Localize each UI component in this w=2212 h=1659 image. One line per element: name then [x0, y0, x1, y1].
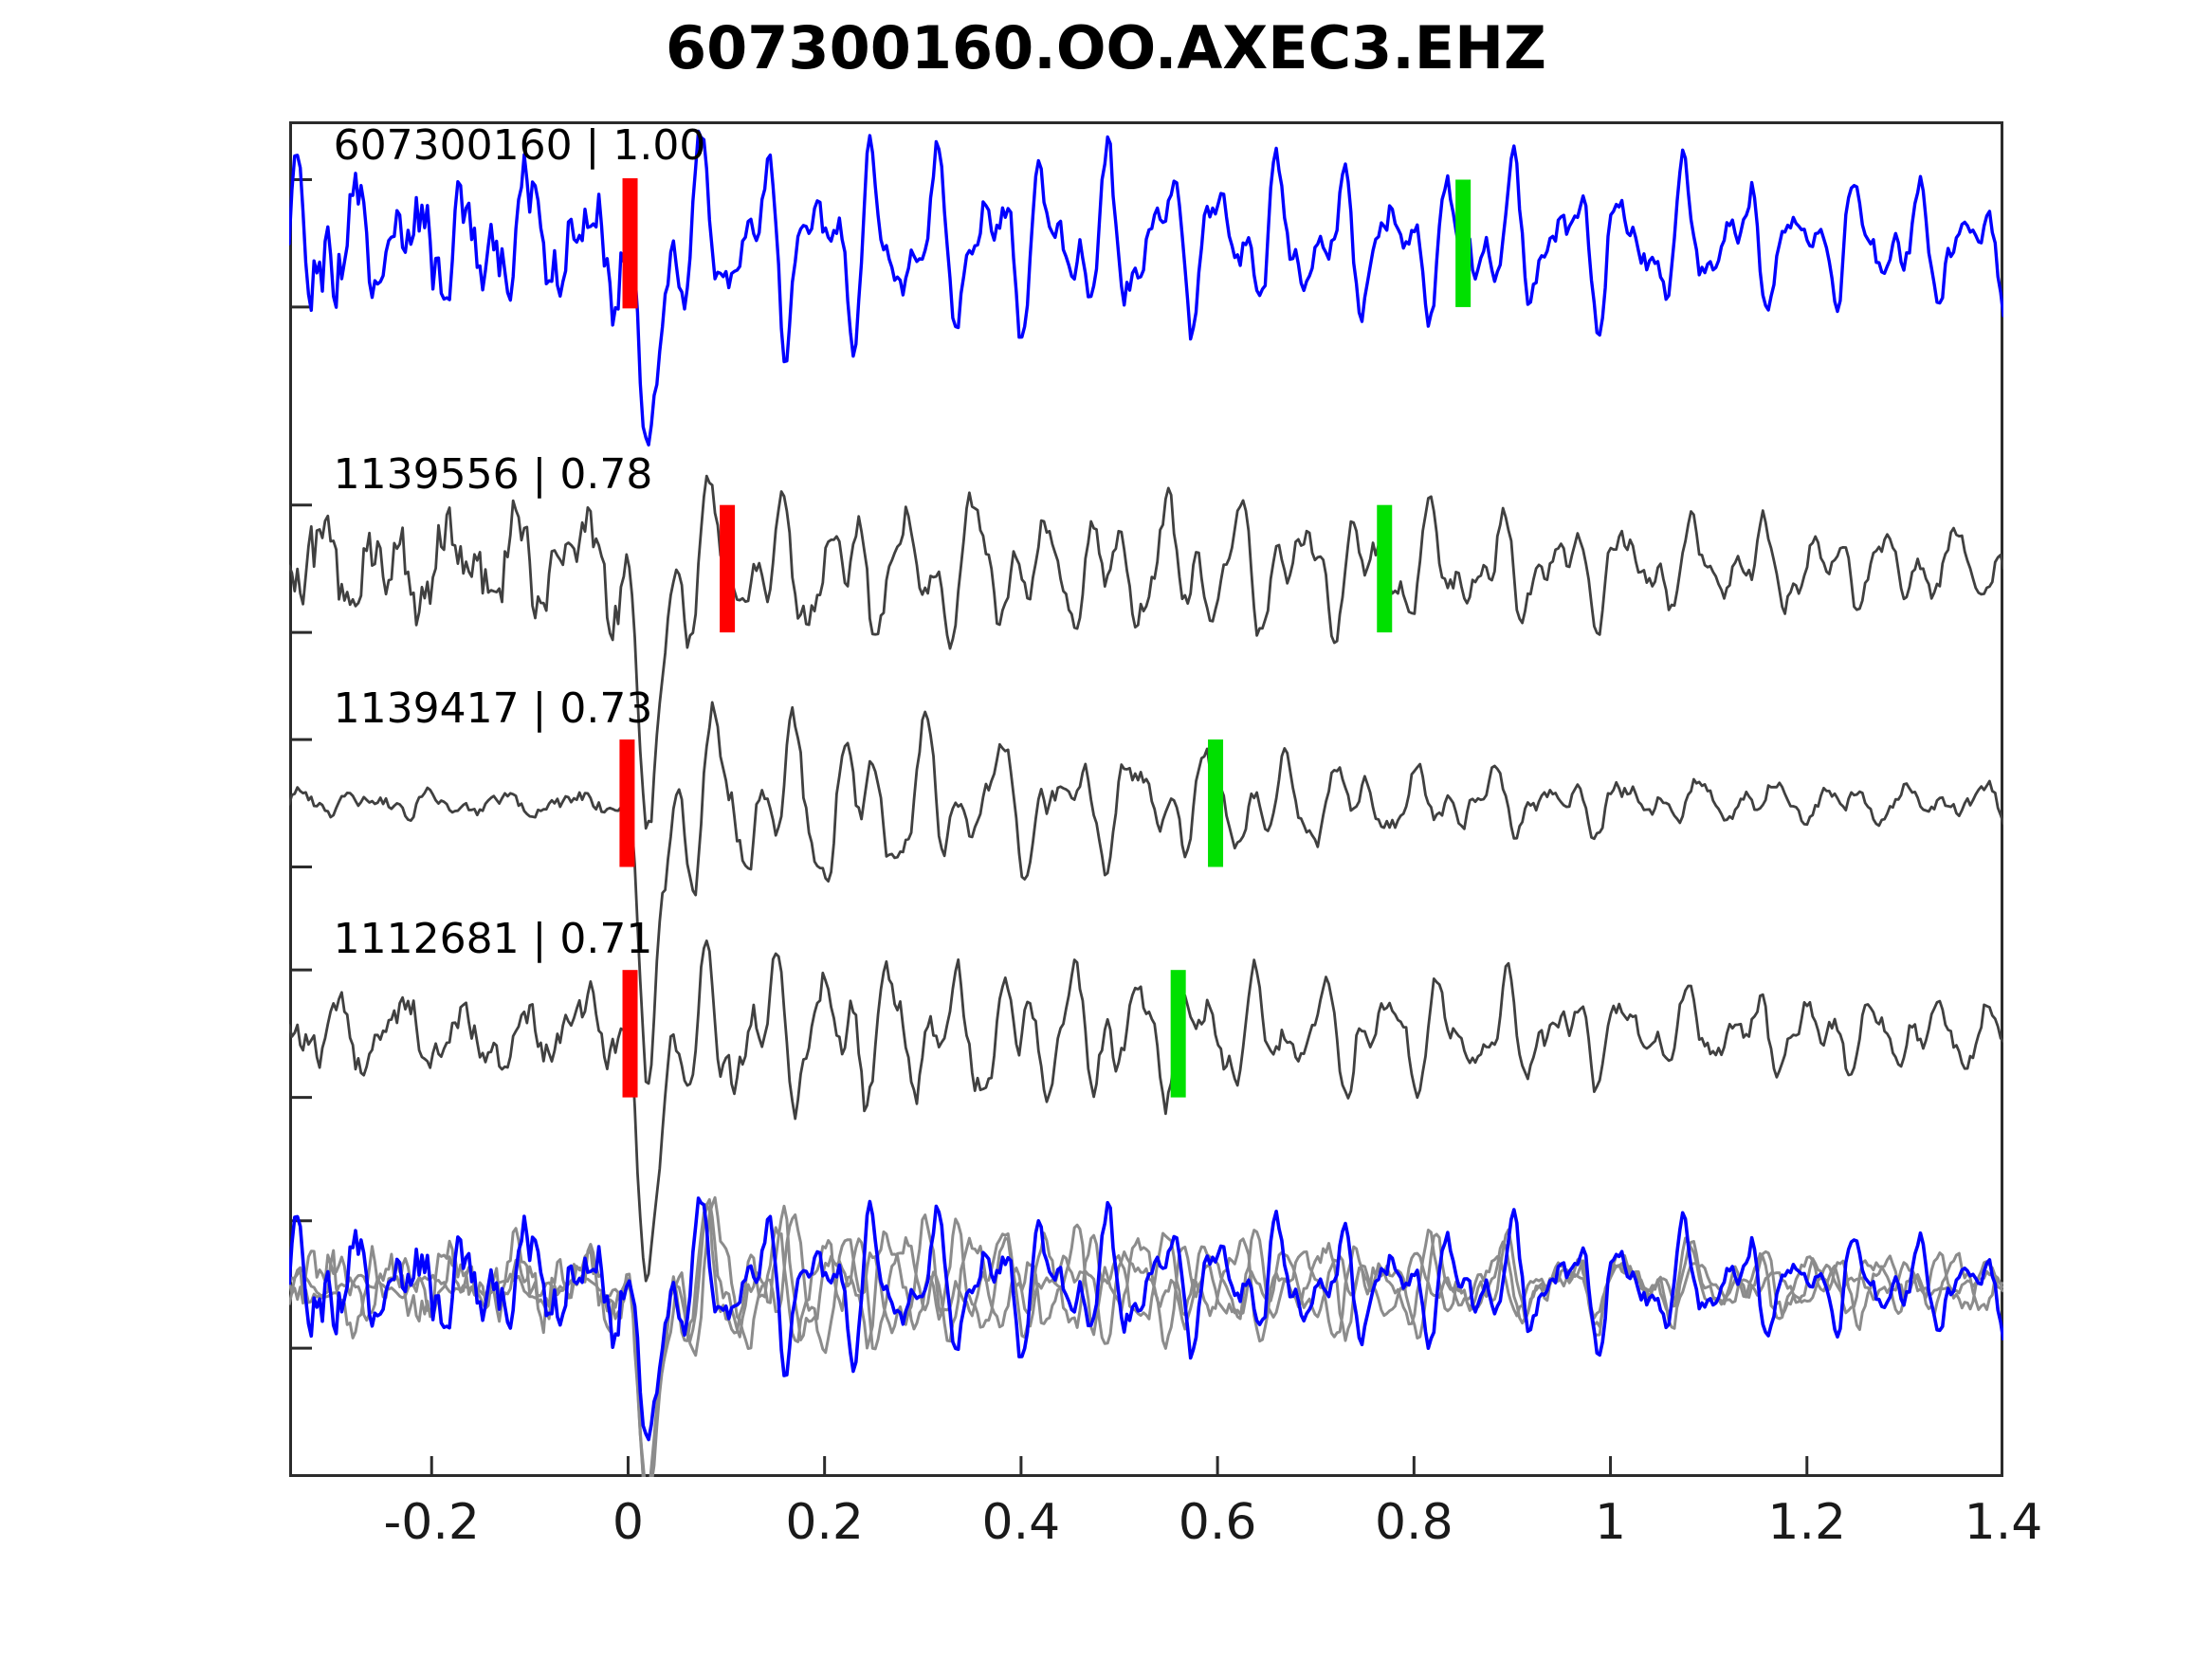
- x-axis-tick-label: 0: [612, 1494, 644, 1551]
- x-axis-tick-label: 0.4: [981, 1494, 1061, 1551]
- x-axis-tick-label: 1.2: [1767, 1494, 1847, 1551]
- stacked-template-trace: [289, 1196, 2003, 1442]
- stacked-gray-trace: [289, 1202, 2003, 1477]
- trace-label: 607300160 | 1.00: [333, 120, 706, 170]
- stacked-gray-trace: [289, 1195, 2003, 1477]
- page-title: 607300160.OO.AXEC3.EHZ: [666, 13, 1546, 82]
- s-pick-marker: [1455, 179, 1472, 307]
- p-pick-marker: [622, 970, 638, 1098]
- waveform-trace: [289, 474, 2003, 830]
- trace-label: 1139417 | 0.73: [333, 684, 653, 734]
- x-axis-tick-labels: -0.2 0 0.2 0.4 0.6 0.8 1 1.2 1.4: [289, 1494, 2043, 1579]
- waveform-trace: [289, 701, 2003, 1085]
- waveform-trace: [289, 129, 2003, 447]
- x-axis-tick-label: 1.4: [1964, 1494, 2043, 1551]
- x-axis-tick-label: 0.6: [1178, 1494, 1257, 1551]
- p-pick-marker: [619, 739, 635, 867]
- s-pick-marker: [1170, 970, 1186, 1098]
- p-pick-marker: [720, 504, 736, 633]
- trace-label: 1112681 | 0.71: [333, 915, 653, 964]
- seismogram-plot: [289, 121, 2003, 1477]
- plot-area: 607300160 | 1.00 1139556 | 0.78 1139417 | …: [289, 121, 2003, 1477]
- s-pick-marker: [1377, 504, 1393, 633]
- x-axis-tick-label: 0.8: [1374, 1494, 1453, 1551]
- p-pick-marker: [622, 178, 638, 309]
- waveform-trace: [289, 939, 2003, 1283]
- trace-label: 1139556 | 0.78: [333, 449, 653, 499]
- stacked-gray-trace: [289, 1197, 2003, 1477]
- s-pick-marker: [1208, 739, 1224, 867]
- x-axis-tick-label: -0.2: [383, 1494, 480, 1551]
- x-axis-tick-label: 1: [1595, 1494, 1627, 1551]
- x-axis-tick-label: 0.2: [785, 1494, 865, 1551]
